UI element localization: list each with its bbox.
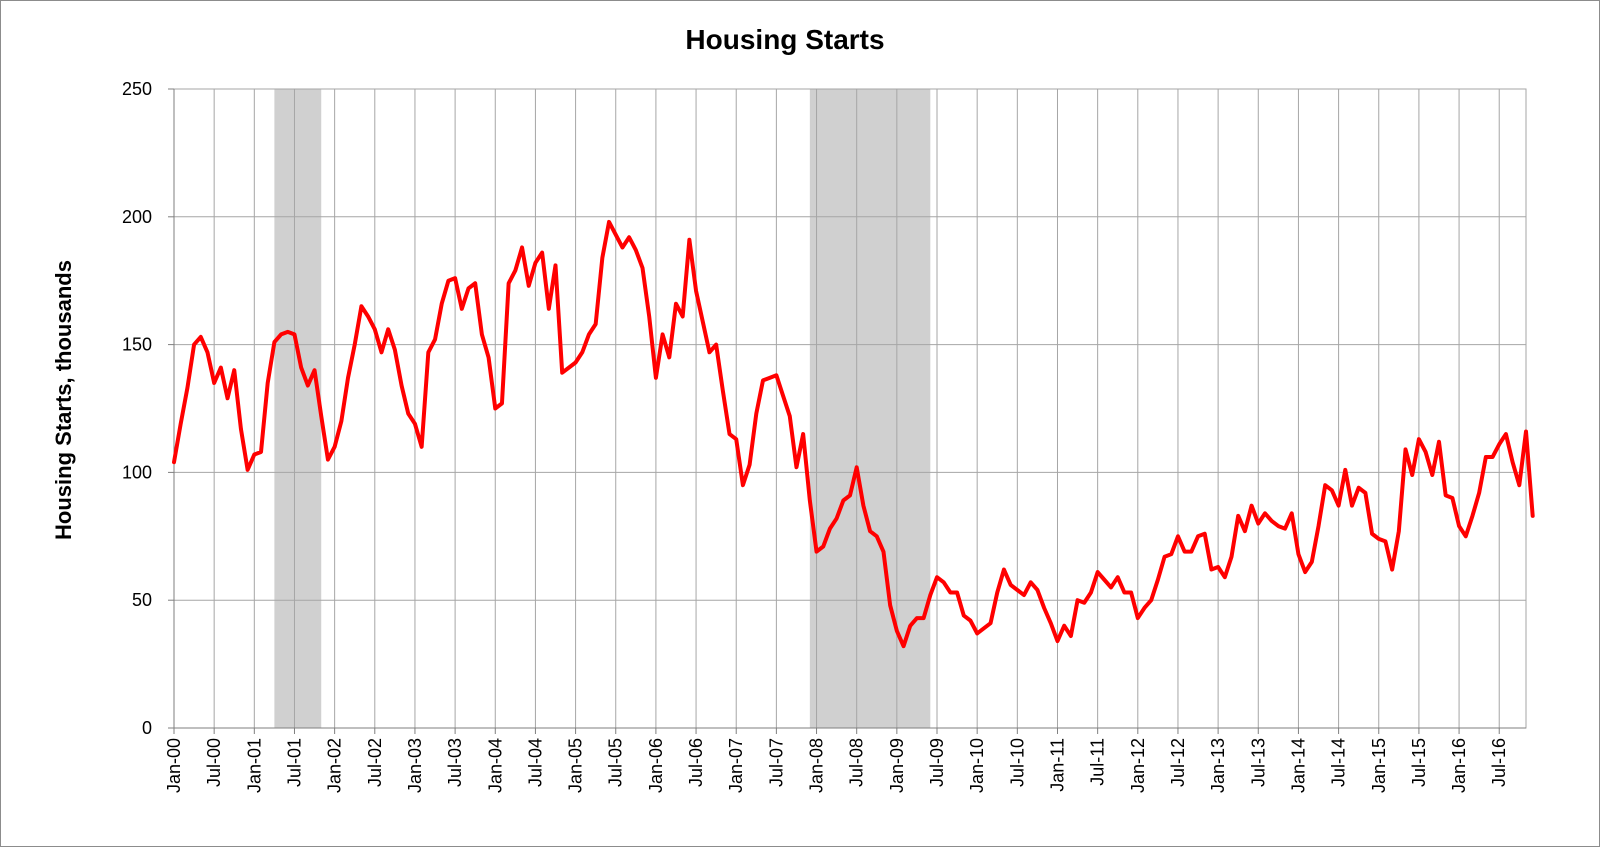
x-tick-label-jul-05: Jul-05 xyxy=(606,738,626,787)
x-tick-label-jan-09: Jan-09 xyxy=(887,738,907,793)
x-tick-label-jan-15: Jan-15 xyxy=(1369,738,1389,793)
y-tick-label-250: 250 xyxy=(122,79,152,99)
x-tick-label-jan-02: Jan-02 xyxy=(325,738,345,793)
x-tick-label-jan-05: Jan-05 xyxy=(566,738,586,793)
x-tick-label-jul-01: Jul-01 xyxy=(284,738,304,787)
x-tick-label-jan-14: Jan-14 xyxy=(1288,738,1308,793)
y-tick-label-200: 200 xyxy=(122,207,152,227)
x-tick-label-jul-12: Jul-12 xyxy=(1168,738,1188,787)
x-tick-label-jan-13: Jan-13 xyxy=(1208,738,1228,793)
chart-title: Housing Starts xyxy=(685,24,884,55)
x-tick-label-jul-04: Jul-04 xyxy=(525,738,545,787)
x-tick-label-jan-06: Jan-06 xyxy=(646,738,666,793)
x-tick-label-jul-00: Jul-00 xyxy=(204,738,224,787)
axes xyxy=(168,88,1526,734)
x-tick-label-jul-15: Jul-15 xyxy=(1409,738,1429,787)
x-tick-label-jan-11: Jan-11 xyxy=(1047,738,1067,792)
x-tick-label-jul-03: Jul-03 xyxy=(445,738,465,787)
recession-band-1 xyxy=(274,89,322,728)
x-tick-label-jul-14: Jul-14 xyxy=(1329,738,1349,787)
x-tick-label-jan-07: Jan-07 xyxy=(726,738,746,793)
x-tick-label-jan-16: Jan-16 xyxy=(1449,738,1469,793)
x-tick-label-jul-02: Jul-02 xyxy=(365,738,385,787)
x-tick-label-jul-06: Jul-06 xyxy=(686,738,706,787)
x-tick-label-jan-04: Jan-04 xyxy=(485,738,505,793)
x-tick-label-jan-08: Jan-08 xyxy=(807,738,827,793)
recession-shading-layer xyxy=(274,89,931,728)
x-tick-label-jul-11: Jul-11 xyxy=(1088,738,1108,786)
x-tick-label-jan-12: Jan-12 xyxy=(1128,738,1148,793)
x-tick-label-jul-16: Jul-16 xyxy=(1489,738,1509,787)
x-tick-label-jul-07: Jul-07 xyxy=(766,738,786,787)
series-line-1 xyxy=(172,219,1535,649)
tick-labels: 0 50 100 150 200 250 Jan-00 Jul-00 Jan-01 Jul-01 J… xyxy=(122,79,1509,793)
x-tick-label-jul-13: Jul-13 xyxy=(1248,738,1268,787)
x-tick-label-jul-09: Jul-09 xyxy=(927,738,947,787)
y-tick-label-100: 100 xyxy=(122,462,152,482)
x-tick-label-jan-01: Jan-01 xyxy=(244,738,264,793)
y-tick-label-50: 50 xyxy=(132,590,152,610)
y-tick-label-0: 0 xyxy=(142,718,152,738)
x-tick-label-jul-08: Jul-08 xyxy=(847,738,867,787)
x-tick-label-jan-03: Jan-03 xyxy=(405,738,425,793)
x-tick-label-jul-10: Jul-10 xyxy=(1007,738,1027,787)
y-tick-label-150: 150 xyxy=(122,335,152,355)
series-layer xyxy=(172,219,1535,649)
recession-band-2 xyxy=(809,89,931,728)
x-tick-label-jan-00: Jan-00 xyxy=(164,738,184,793)
x-tick-label-jan-10: Jan-10 xyxy=(967,738,987,793)
y-axis-label: Housing Starts, thousands xyxy=(51,260,76,540)
